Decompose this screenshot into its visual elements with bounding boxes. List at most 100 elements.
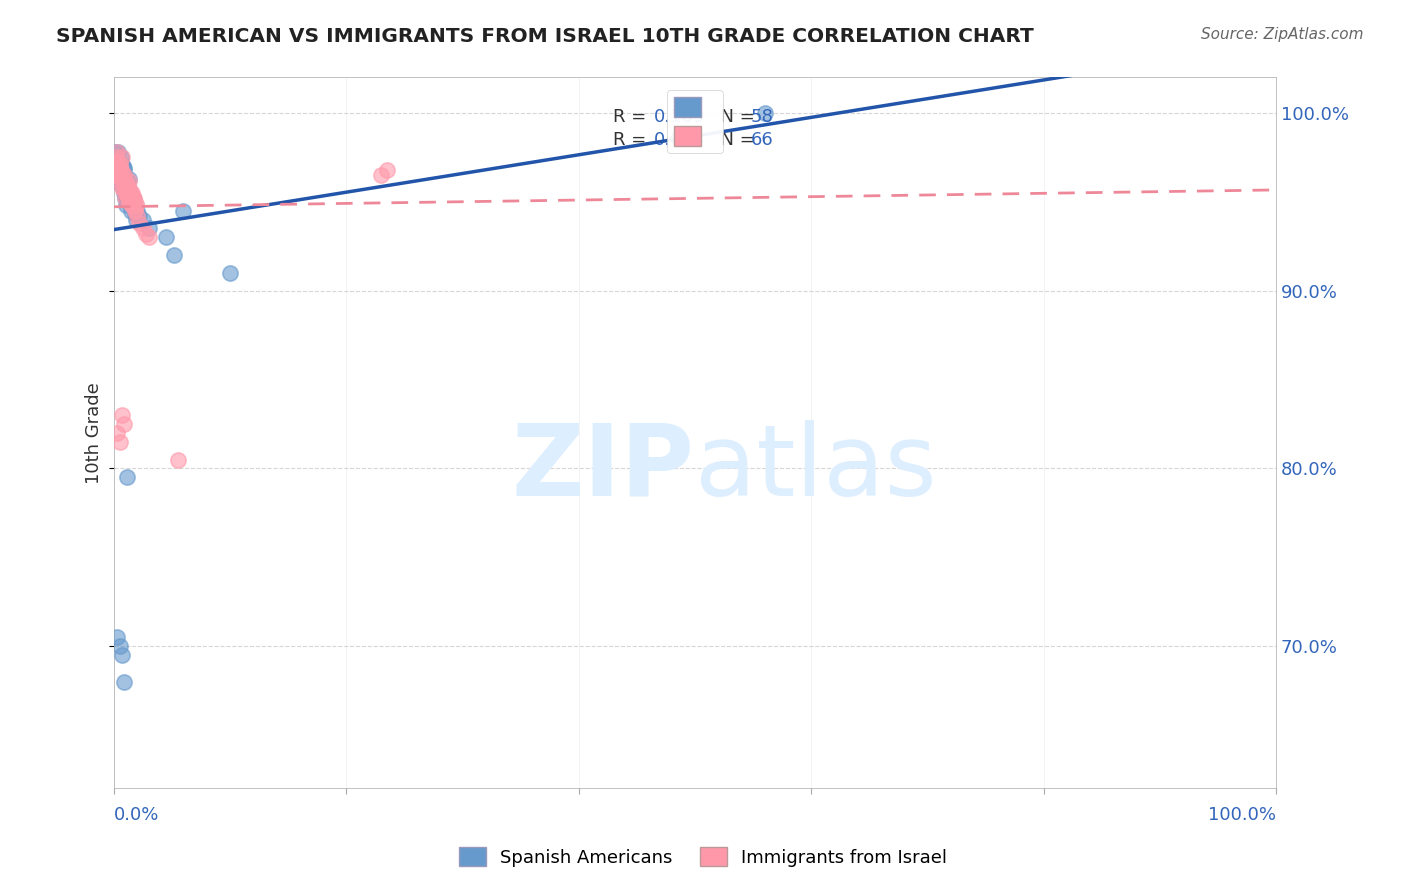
- Point: [118, 186, 141, 200]
- Point: [122, 193, 145, 207]
- Point: [108, 157, 131, 171]
- Point: [121, 186, 143, 200]
- Point: [121, 198, 143, 212]
- Point: [111, 178, 134, 193]
- Point: [112, 417, 135, 431]
- Point: [108, 168, 131, 182]
- Point: [104, 153, 127, 168]
- Point: [125, 196, 148, 211]
- Point: [105, 164, 128, 178]
- Text: N =: N =: [709, 108, 761, 126]
- Point: [124, 202, 146, 216]
- Point: [104, 157, 127, 171]
- Text: Source: ZipAtlas.com: Source: ZipAtlas.com: [1201, 27, 1364, 42]
- Point: [370, 168, 392, 182]
- Text: 0.073: 0.073: [654, 131, 706, 149]
- Point: [117, 189, 139, 203]
- Point: [125, 209, 148, 223]
- Point: [111, 180, 134, 194]
- Point: [105, 162, 128, 177]
- Point: [122, 198, 145, 212]
- Text: 58: 58: [751, 108, 773, 126]
- Point: [118, 173, 141, 187]
- Point: [108, 175, 131, 189]
- Point: [104, 159, 127, 173]
- Legend: , : ,: [666, 90, 723, 153]
- Point: [114, 180, 136, 194]
- Point: [120, 203, 142, 218]
- Point: [107, 169, 129, 184]
- Point: [105, 153, 128, 168]
- Point: [115, 184, 138, 198]
- Point: [107, 159, 129, 173]
- Point: [107, 168, 129, 182]
- Point: [105, 155, 128, 169]
- Text: R =: R =: [613, 131, 652, 149]
- Point: [115, 177, 138, 191]
- Point: [117, 187, 139, 202]
- Point: [112, 186, 135, 200]
- Point: [132, 212, 155, 227]
- Point: [128, 209, 150, 223]
- Point: [138, 221, 160, 235]
- Point: [108, 166, 131, 180]
- Point: [138, 230, 160, 244]
- Point: [128, 216, 150, 230]
- Point: [124, 203, 146, 218]
- Legend: Spanish Americans, Immigrants from Israel: Spanish Americans, Immigrants from Israe…: [451, 840, 955, 874]
- Point: [117, 186, 139, 200]
- Point: [111, 150, 134, 164]
- Point: [108, 434, 131, 449]
- Point: [115, 186, 138, 200]
- Point: [135, 227, 157, 241]
- Text: R =: R =: [613, 108, 652, 126]
- Point: [132, 221, 155, 235]
- Point: [108, 157, 131, 171]
- Point: [110, 155, 132, 169]
- Point: [115, 177, 138, 191]
- Point: [163, 248, 186, 262]
- Point: [107, 162, 129, 177]
- Text: 0.0%: 0.0%: [114, 806, 159, 824]
- Point: [110, 150, 132, 164]
- Point: [107, 145, 129, 159]
- Point: [115, 470, 138, 484]
- Point: [120, 194, 142, 209]
- Point: [104, 145, 127, 159]
- Point: [125, 212, 148, 227]
- Point: [111, 164, 134, 178]
- Point: [219, 266, 242, 280]
- Point: [117, 194, 139, 209]
- Point: [114, 186, 136, 200]
- Point: [122, 196, 145, 211]
- Point: [122, 191, 145, 205]
- Point: [114, 180, 136, 194]
- Point: [108, 173, 131, 187]
- Point: [120, 193, 142, 207]
- Point: [110, 161, 132, 175]
- Point: [111, 171, 134, 186]
- Point: [112, 674, 135, 689]
- Point: [122, 191, 145, 205]
- Point: [111, 173, 134, 187]
- Point: [112, 168, 135, 182]
- Point: [118, 171, 141, 186]
- Point: [117, 194, 139, 209]
- Point: [124, 207, 146, 221]
- Point: [111, 408, 134, 422]
- Point: [111, 648, 134, 662]
- Text: 100.0%: 100.0%: [1208, 806, 1277, 824]
- Point: [107, 168, 129, 182]
- Point: [112, 161, 135, 175]
- Point: [754, 106, 776, 120]
- Point: [111, 159, 134, 173]
- Point: [115, 198, 138, 212]
- Point: [108, 161, 131, 175]
- Point: [110, 162, 132, 177]
- Point: [115, 173, 138, 187]
- Point: [172, 203, 194, 218]
- Point: [111, 171, 134, 186]
- Point: [120, 186, 142, 200]
- Point: [108, 639, 131, 653]
- Point: [112, 162, 135, 177]
